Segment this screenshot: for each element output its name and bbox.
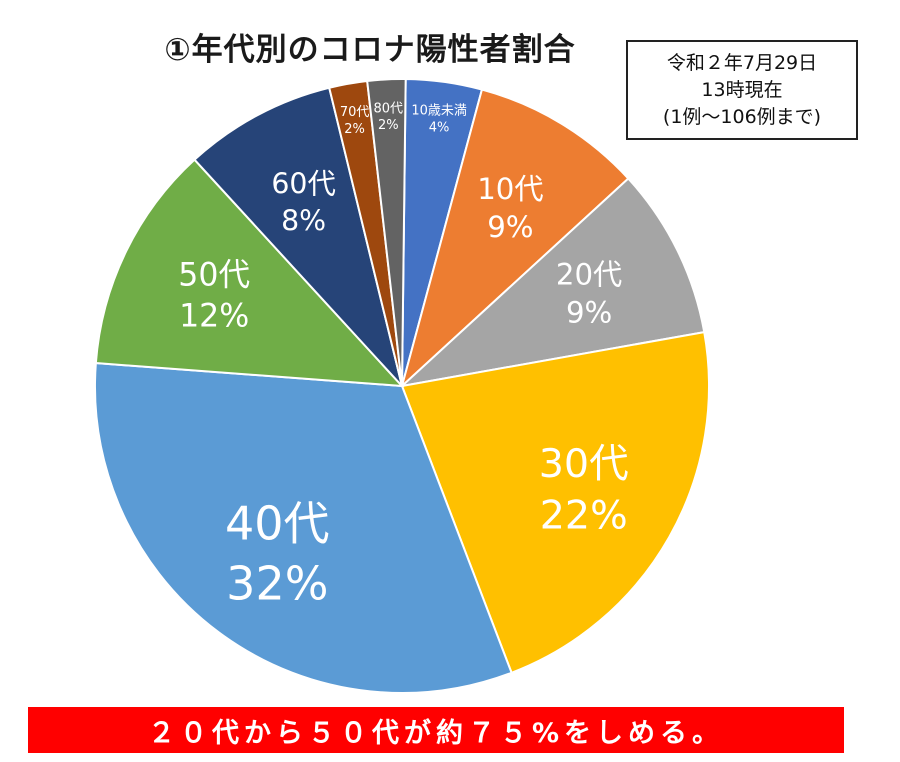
slice-percent-label: 22% bbox=[540, 492, 628, 538]
date-box: 令和２年7月29日 13時現在 (1例～106例まで) bbox=[626, 40, 858, 140]
slice-label: 10歳未満 bbox=[411, 104, 467, 119]
slice-label: 30代 bbox=[539, 441, 629, 487]
slice-percent-label: 32% bbox=[226, 556, 328, 610]
pie-slice bbox=[193, 86, 403, 387]
slice-percent-label: 12% bbox=[179, 299, 249, 335]
chart-title: ①年代別のコロナ陽性者割合 bbox=[164, 32, 576, 68]
slice-label: 60代 bbox=[271, 167, 336, 200]
slice-percent-label: 2% bbox=[378, 118, 399, 133]
pie-slice bbox=[398, 177, 706, 388]
time-line: 13時現在 bbox=[701, 78, 783, 101]
slice-label: 50代 bbox=[178, 257, 250, 293]
pie-slice bbox=[94, 361, 513, 694]
pie-slice bbox=[400, 88, 630, 390]
pie-slice bbox=[366, 78, 407, 387]
slice-label: 20代 bbox=[556, 258, 622, 292]
slice-label: 40代 bbox=[225, 497, 330, 551]
slice-label: 10代 bbox=[477, 172, 543, 206]
slice-label: 70代 bbox=[340, 105, 370, 120]
summary-banner: ２０代から５０代が約７５%をしめる。 bbox=[28, 707, 844, 753]
slice-percent-label: 2% bbox=[344, 122, 365, 137]
slice-percent-label: 9% bbox=[487, 210, 533, 244]
pie-slice bbox=[94, 158, 405, 388]
slice-percent-label: 9% bbox=[566, 296, 612, 330]
case-range-line: (1例～106例まで) bbox=[662, 105, 822, 128]
slice-percent-label: 4% bbox=[429, 120, 450, 135]
date-line: 令和２年7月29日 bbox=[666, 51, 818, 74]
slice-percent-label: 8% bbox=[281, 204, 326, 237]
slice-label: 80代 bbox=[374, 101, 404, 116]
pie-slice bbox=[400, 330, 710, 675]
